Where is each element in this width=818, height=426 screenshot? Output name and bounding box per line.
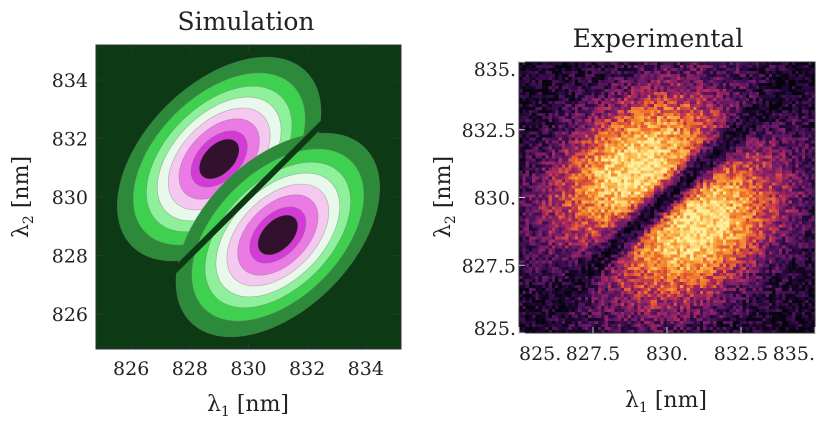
experimental-ylabel: λ2 [nm] bbox=[431, 156, 459, 238]
experimental-xtick-label: 832.5 bbox=[714, 343, 768, 365]
simulation-ylabel-symbol: λ bbox=[9, 224, 34, 238]
experimental-chart: Experimental 825. 827.5 830. 832.5 835.825.8… bbox=[431, 24, 816, 416]
experimental-ytick-label: 835. bbox=[474, 59, 516, 81]
experimental-title: Experimental bbox=[573, 24, 744, 53]
experimental-xtick-label: 825. bbox=[519, 343, 561, 365]
simulation-chart: Simulation 826 828 830 832 834 826 828 830 832 83… bbox=[9, 7, 402, 420]
experimental-xtick-label: 835. bbox=[773, 343, 815, 365]
experimental-pixel-area bbox=[518, 61, 816, 334]
experimental-xlabel: λ1 [nm] bbox=[625, 388, 707, 416]
experimental-ytick-label: 832.5 bbox=[462, 120, 516, 142]
simulation-xlabel-unit: [nm] bbox=[230, 392, 289, 417]
simulation-ylabel: λ2 [nm] bbox=[9, 156, 37, 238]
simulation-xtick-label: 832 bbox=[289, 358, 325, 380]
experimental-ytick-label: 825. bbox=[474, 318, 516, 340]
simulation-ytick-label: 832 bbox=[52, 129, 88, 151]
experimental-xtick-label: 827.5 bbox=[566, 343, 620, 365]
simulation-ytick-label: 834 bbox=[52, 70, 88, 92]
experimental-xtick-label: 830. bbox=[646, 343, 688, 365]
simulation-xtick-label: 830 bbox=[230, 358, 266, 380]
experimental-ylabel-symbol: λ bbox=[431, 224, 456, 238]
simulation-title: Simulation bbox=[177, 7, 314, 36]
simulation-contour-area bbox=[96, 45, 401, 349]
simulation-xtick-label: 826 bbox=[113, 358, 149, 380]
simulation-ytick-label: 828 bbox=[52, 245, 88, 267]
simulation-ytick-label: 830 bbox=[52, 187, 88, 209]
experimental-ylabel-unit: [nm] bbox=[431, 156, 456, 215]
experimental-ticks: 825. 827.5 830. 832.5 835.825.827.5830.832.5… bbox=[462, 59, 816, 365]
simulation-xtick-label: 828 bbox=[172, 358, 208, 380]
simulation-xlabel: λ1 [nm] bbox=[207, 392, 289, 420]
experimental-xlabel-symbol: λ bbox=[625, 388, 639, 413]
experimental-xlabel-unit: [nm] bbox=[648, 388, 707, 413]
simulation-xtick-label: 834 bbox=[348, 358, 384, 380]
simulation-ylabel-unit: [nm] bbox=[9, 156, 34, 215]
experimental-ytick-label: 827.5 bbox=[462, 255, 516, 277]
simulation-ytick-label: 826 bbox=[52, 304, 88, 326]
experimental-xlabel-sub: 1 bbox=[639, 400, 648, 416]
simulation-xlabel-sub: 1 bbox=[221, 404, 230, 420]
simulation-ylabel-sub: 2 bbox=[21, 215, 37, 224]
experimental-ylabel-sub: 2 bbox=[443, 215, 459, 224]
experimental-ytick-label: 830. bbox=[474, 188, 516, 210]
simulation-valley bbox=[96, 45, 401, 349]
simulation-contour-lobe2-level8 bbox=[257, 214, 299, 256]
experimental-heatmap-image bbox=[519, 62, 815, 333]
simulation-ticks: 826 828 830 832 834 826 828 830 832 834 bbox=[52, 45, 401, 380]
simulation-xlabel-symbol: λ bbox=[207, 392, 221, 417]
simulation-contour-lobe1-level8 bbox=[198, 138, 240, 180]
